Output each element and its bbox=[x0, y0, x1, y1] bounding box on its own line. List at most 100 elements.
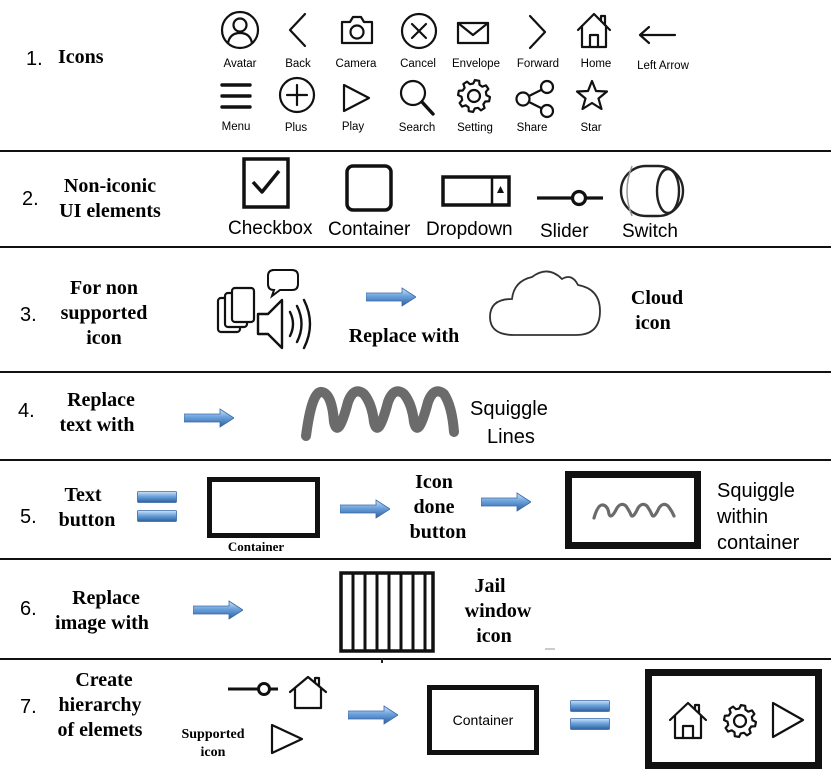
row-title: image with bbox=[55, 612, 149, 634]
menu-icon bbox=[220, 83, 252, 109]
dropdown-label: Dropdown bbox=[426, 219, 513, 240]
row-title: icon bbox=[86, 327, 122, 349]
supported-icon-label: Supported bbox=[181, 727, 245, 742]
share-icon bbox=[515, 79, 555, 119]
chevron-right-icon bbox=[528, 14, 547, 50]
row-title: hierarchy bbox=[58, 694, 142, 716]
forward-label: Forward bbox=[516, 58, 560, 70]
play-icon bbox=[342, 83, 371, 113]
result-label: window bbox=[464, 600, 532, 622]
home-icon bbox=[668, 701, 708, 740]
row-title: of elemets bbox=[57, 719, 143, 741]
row-number: 2. bbox=[22, 188, 39, 210]
gear-icon bbox=[722, 703, 758, 739]
container-label: Container bbox=[328, 219, 411, 240]
row-divider bbox=[0, 150, 831, 152]
cards-speaker-chat-icon bbox=[216, 269, 312, 350]
search-label: Search bbox=[398, 122, 436, 134]
slider-icon bbox=[228, 682, 278, 696]
result-label: icon bbox=[635, 312, 671, 334]
squiggle-container-box bbox=[565, 471, 701, 549]
supported-icon-label: icon bbox=[200, 745, 226, 760]
home-label: Home bbox=[580, 58, 612, 70]
middle-label: button bbox=[409, 521, 467, 543]
result-label: Squiggle bbox=[470, 398, 548, 420]
slider-label: Slider bbox=[540, 221, 589, 242]
envelope-label: Envelope bbox=[452, 58, 500, 70]
container-label: Container bbox=[227, 539, 285, 554]
equals-bar-icon bbox=[137, 510, 177, 522]
container-icon bbox=[345, 164, 393, 212]
row-number: 1. bbox=[26, 48, 43, 70]
row-title: UI elements bbox=[59, 200, 161, 222]
camera-label: Camera bbox=[335, 58, 377, 70]
switch-label: Switch bbox=[622, 221, 678, 242]
replace-with-label: Replace with bbox=[348, 325, 460, 347]
row-title: text with bbox=[59, 414, 135, 436]
result-label: icon bbox=[476, 625, 512, 647]
row-title: button bbox=[58, 509, 116, 531]
hierarchy-container bbox=[645, 669, 822, 769]
squiggle-icon bbox=[592, 502, 676, 520]
row-divider bbox=[0, 371, 831, 373]
checkbox-label: Checkbox bbox=[228, 218, 313, 239]
avatar-label: Avatar bbox=[223, 58, 257, 70]
cancel-label: Cancel bbox=[400, 58, 436, 70]
container-box: Container bbox=[427, 685, 539, 755]
plus-label: Plus bbox=[284, 122, 308, 134]
container-box bbox=[207, 477, 320, 538]
search-icon bbox=[399, 79, 435, 116]
back-label: Back bbox=[285, 58, 311, 70]
row-number: 6. bbox=[20, 598, 37, 620]
scan-mark bbox=[381, 658, 383, 663]
row-title: Replace bbox=[72, 587, 140, 609]
slider-icon bbox=[537, 189, 603, 207]
row-title: Create bbox=[75, 669, 133, 691]
dropdown-icon bbox=[441, 175, 511, 207]
row-number: 4. bbox=[18, 400, 35, 422]
row-title: Icons bbox=[58, 46, 104, 68]
equals-bar-icon bbox=[570, 700, 610, 712]
middle-label: done bbox=[413, 496, 455, 518]
row-divider bbox=[0, 658, 831, 660]
middle-label: Icon bbox=[415, 471, 453, 493]
result-label: Jail bbox=[474, 575, 506, 597]
result-label: Lines bbox=[487, 426, 535, 448]
row-title: For non bbox=[70, 277, 138, 299]
result-label: container bbox=[717, 532, 800, 554]
cancel-icon bbox=[400, 12, 438, 50]
envelope-icon bbox=[456, 21, 490, 45]
star-icon bbox=[575, 79, 609, 111]
row-title: Non-iconic bbox=[63, 175, 157, 197]
result-label: Cloud bbox=[630, 287, 684, 309]
row-divider bbox=[0, 558, 831, 560]
play-icon bbox=[270, 723, 304, 755]
container-label: Container bbox=[452, 712, 514, 728]
checkbox-icon bbox=[242, 157, 290, 209]
cloud-icon bbox=[489, 270, 601, 336]
row-divider bbox=[0, 246, 831, 248]
result-label: within bbox=[717, 506, 769, 528]
left-arrow-label: Left Arrow bbox=[637, 60, 689, 72]
blue-arrow-icon bbox=[183, 408, 235, 428]
left-arrow-icon bbox=[638, 25, 677, 45]
play-label: Play bbox=[341, 121, 365, 133]
blue-arrow-icon bbox=[365, 287, 417, 307]
row-title: Replace bbox=[67, 389, 135, 411]
blue-arrow-icon bbox=[192, 600, 244, 620]
scan-mark bbox=[545, 648, 555, 650]
avatar-icon bbox=[220, 10, 260, 50]
star-label: Star bbox=[580, 122, 602, 134]
gear-icon bbox=[456, 78, 492, 114]
plus-icon bbox=[278, 76, 316, 114]
row-title: Text bbox=[64, 484, 102, 506]
home-icon bbox=[576, 12, 612, 49]
setting-label: Setting bbox=[457, 122, 493, 134]
result-label: Squiggle bbox=[717, 480, 795, 502]
row-number: 7. bbox=[20, 696, 37, 718]
squiggle-lines-icon bbox=[301, 386, 459, 441]
jail-window-icon bbox=[339, 571, 435, 653]
row-number: 3. bbox=[20, 304, 37, 326]
equals-bar-icon bbox=[570, 718, 610, 730]
